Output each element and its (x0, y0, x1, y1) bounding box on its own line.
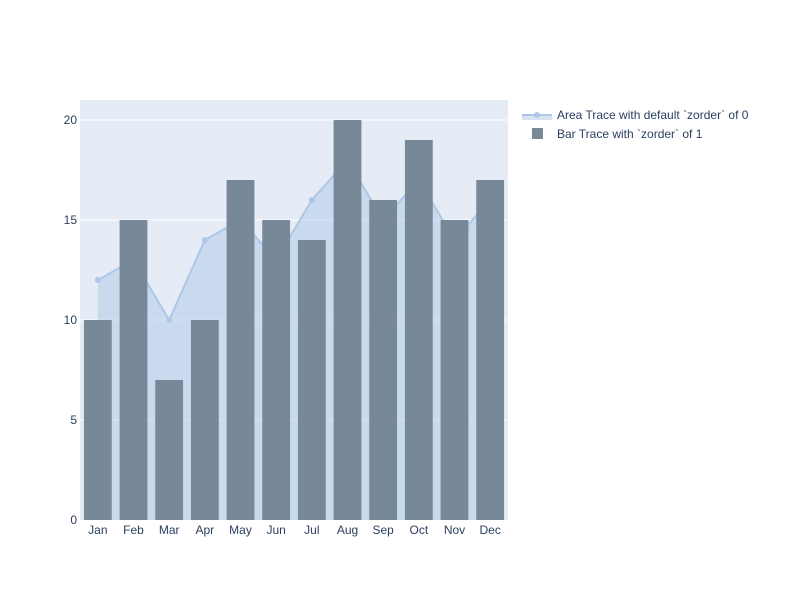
area-point (166, 317, 173, 323)
legend-bar-swatch (532, 128, 543, 139)
y-tick-label: 20 (64, 113, 78, 127)
x-tick-label: Aug (337, 523, 358, 537)
bar (262, 220, 291, 520)
y-tick-label: 10 (64, 313, 78, 327)
bar (440, 220, 469, 520)
y-tick-label: 5 (70, 413, 77, 427)
legend-item-area[interactable]: Area Trace with default `zorder` of 0 (522, 108, 749, 122)
bar (333, 120, 362, 520)
bar (226, 180, 255, 520)
x-tick-label: Apr (195, 523, 214, 537)
area-point (94, 277, 101, 283)
bar (119, 220, 148, 520)
bar (476, 180, 505, 520)
legend-label-area: Area Trace with default `zorder` of 0 (557, 108, 749, 122)
x-tick-label: Oct (409, 523, 428, 537)
x-tick-label: Mar (159, 523, 180, 537)
legend-area-marker (534, 112, 540, 118)
bar (190, 320, 219, 520)
bar (297, 240, 326, 520)
bar (155, 380, 184, 520)
bar (404, 140, 433, 520)
y-axis-ticks: 0 5 10 15 20 (64, 113, 78, 527)
legend-item-bar[interactable]: Bar Trace with `zorder` of 1 (532, 127, 703, 141)
area-point (308, 197, 315, 203)
bar (83, 320, 112, 520)
x-tick-label: Jan (88, 523, 107, 537)
bar-trace (83, 120, 505, 520)
x-tick-label: Jun (266, 523, 285, 537)
x-tick-label: Nov (444, 523, 465, 537)
y-tick-label: 0 (70, 513, 77, 527)
area-point (201, 237, 208, 243)
x-tick-label: Feb (123, 523, 144, 537)
x-tick-label: Sep (372, 523, 394, 537)
x-axis-ticks: Jan Feb Mar Apr May Jun Jul Aug Sep Oct Nov Dec (88, 523, 501, 537)
x-tick-label: Dec (479, 523, 500, 537)
legend-label-bar: Bar Trace with `zorder` of 1 (557, 127, 703, 141)
bar (369, 200, 398, 520)
x-tick-label: May (229, 523, 252, 537)
y-tick-label: 15 (64, 213, 78, 227)
legend[interactable]: Area Trace with default `zorder` of 0 Ba… (522, 108, 749, 141)
x-tick-label: Jul (304, 523, 319, 537)
